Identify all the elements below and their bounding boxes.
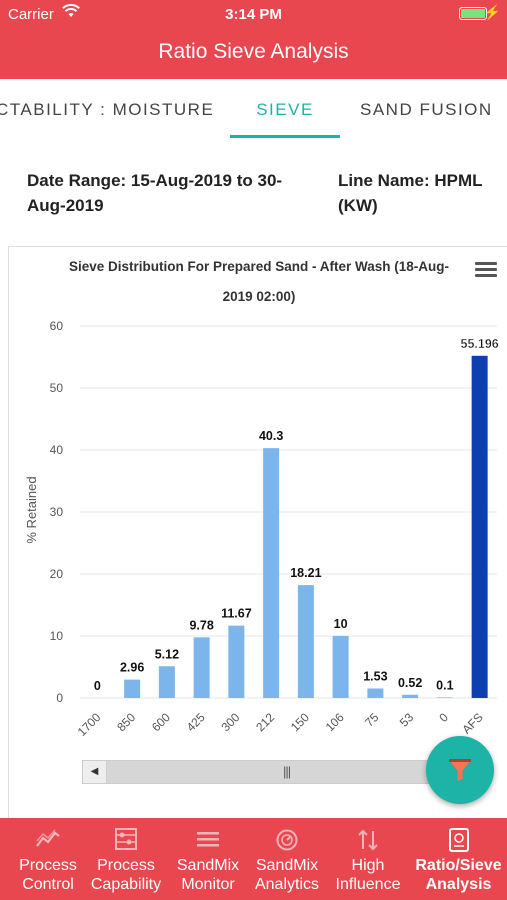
data-label: 11.67	[221, 607, 252, 621]
wifi-icon	[62, 4, 80, 22]
x-tick-label: 850	[114, 710, 138, 734]
scroll-grip-icon[interactable]: |||	[283, 764, 291, 779]
x-tick-label: 106	[323, 710, 347, 734]
x-tick-label: 150	[288, 710, 312, 734]
trend-icon	[10, 828, 86, 852]
menu-lines-icon	[168, 828, 248, 852]
x-tick-label: 1700	[75, 710, 104, 739]
battery-icon	[459, 7, 487, 20]
data-label: 0.52	[398, 676, 422, 690]
data-label: 2.96	[120, 661, 144, 675]
chart-scrollbar[interactable]: ◀ |||	[82, 760, 458, 784]
line-name-text: Line Name: HPML (KW)	[338, 171, 483, 215]
x-tick-label: 300	[218, 710, 242, 734]
date-range-text: Date Range: 15-Aug-2019 to 30-Aug-2019	[27, 171, 283, 215]
x-tick-label: 425	[184, 710, 208, 734]
scroll-left-arrow-icon[interactable]: ◀	[83, 761, 107, 783]
nav-item-ratio-sieve-analysis[interactable]: Ratio/Sieve Analysis	[410, 818, 507, 900]
bar-425[interactable]	[193, 637, 210, 698]
y-axis-label: % Retained	[24, 476, 39, 543]
charging-icon: ⚡	[483, 4, 501, 20]
y-tick-label: 50	[50, 381, 64, 395]
data-label: 10	[334, 617, 348, 631]
bar-75[interactable]	[367, 688, 384, 698]
report-icon	[410, 828, 507, 852]
y-tick-label: 30	[50, 505, 64, 519]
data-label: 0	[94, 679, 101, 693]
chart-title-line2: 2019 02:00)	[223, 289, 296, 304]
nav-item-high-influence[interactable]: High Influence	[328, 818, 408, 900]
app-header: Carrier 3:14 PM ⚡ Ratio Sieve Analysis	[0, 0, 507, 79]
gauge-icon	[248, 828, 326, 852]
x-tick-label: 53	[397, 710, 417, 730]
abacus-icon	[86, 828, 166, 852]
bar-afs[interactable]	[471, 355, 488, 698]
chart-title-line1: Sieve Distribution For Prepared Sand - A…	[69, 259, 449, 274]
carrier-label: Carrier	[8, 6, 54, 23]
y-tick-label: 20	[50, 567, 64, 581]
data-label: 9.78	[189, 618, 213, 632]
page-title: Ratio Sieve Analysis	[158, 40, 349, 63]
bar-0[interactable]	[436, 697, 453, 698]
x-tick-label: AFS	[459, 710, 485, 736]
y-tick-label: 10	[50, 629, 64, 643]
x-tick-label: 212	[253, 710, 277, 734]
sieve-distribution-chart: 0 10 20 30 40 50 60 0 2.96 5.12 9.78 11.67 40.3 18.2…	[24, 259, 499, 739]
data-label: 55.196	[461, 337, 499, 351]
bar-600[interactable]	[158, 666, 175, 698]
active-tab-indicator	[230, 135, 340, 138]
y-tick-label: 0	[56, 691, 63, 705]
nav-item-process-control[interactable]: Process Control	[10, 818, 86, 900]
y-tick-label: 40	[50, 443, 64, 457]
x-tick-label: 0	[436, 710, 451, 725]
tab-sand-fusion[interactable]: SAND FUSION	[360, 100, 493, 119]
filter-button[interactable]	[426, 736, 494, 804]
y-tick-label: 60	[50, 319, 64, 333]
data-label: 40.3	[259, 429, 283, 443]
bar-300[interactable]	[228, 625, 245, 698]
data-label: 18.21	[290, 566, 321, 580]
data-label: 0.1	[436, 678, 453, 692]
chart-container	[8, 246, 507, 818]
tab-compactability-moisture[interactable]: CTABILITY : MOISTURE	[0, 100, 215, 119]
status-time: 3:14 PM	[225, 6, 282, 23]
bar-106[interactable]	[332, 636, 349, 698]
data-label: 5.12	[155, 647, 179, 661]
tab-sieve[interactable]: SIEVE	[256, 100, 314, 119]
bar-212[interactable]	[263, 448, 280, 698]
nav-item-process-capability[interactable]: Process Capability	[86, 818, 166, 900]
x-tick-label: 75	[362, 710, 382, 730]
bar-53[interactable]	[402, 694, 419, 698]
filter-icon	[449, 759, 471, 781]
x-tick-label: 600	[149, 710, 173, 734]
nav-item-sandmix-analytics[interactable]: SandMix Analytics	[248, 818, 326, 900]
data-label: 1.53	[363, 670, 387, 684]
bar-150[interactable]	[297, 585, 314, 698]
chart-menu-icon[interactable]	[475, 262, 497, 280]
arrows-icon	[328, 828, 408, 852]
tab-bar: CTABILITY : MOISTURE SIEVE SAND FUSION	[0, 79, 507, 139]
nav-item-sandmix-monitor[interactable]: SandMix Monitor	[168, 818, 248, 900]
status-bar: Carrier 3:14 PM ⚡	[0, 4, 507, 24]
bar-850[interactable]	[124, 679, 141, 698]
